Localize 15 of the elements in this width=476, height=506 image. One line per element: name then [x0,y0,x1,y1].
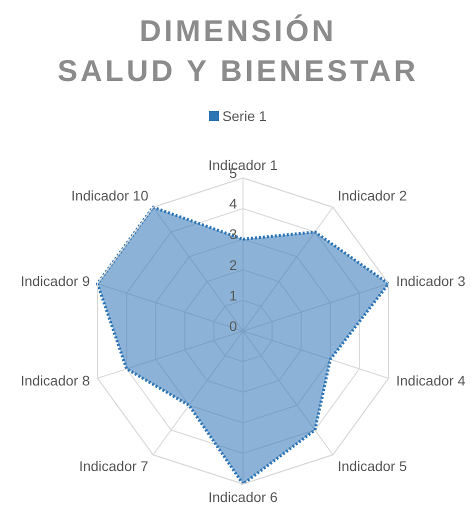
spoke-label: Indicador 8 [20,372,90,389]
spoke-label: Indicador 3 [396,273,466,290]
spoke-label: Indicador 7 [79,458,149,474]
y-tick-label: 4 [229,196,238,212]
y-tick-label: 2 [229,256,238,273]
spoke-label: Indicador 4 [396,372,466,389]
spoke-label: Indicador 9 [20,273,90,290]
y-tick-label: 0 [229,318,238,334]
legend-label: Serie 1 [222,108,267,124]
chart-title: DIMENSIÓN SALUD Y BIENESTAR [56,13,420,90]
spoke-label: Indicador 6 [208,488,278,505]
y-tick-label: 1 [229,287,238,304]
spoke-label: Indicador 2 [338,188,408,204]
spoke-label: Indicador 10 [71,188,149,204]
spoke-label: Indicador 5 [338,458,408,474]
